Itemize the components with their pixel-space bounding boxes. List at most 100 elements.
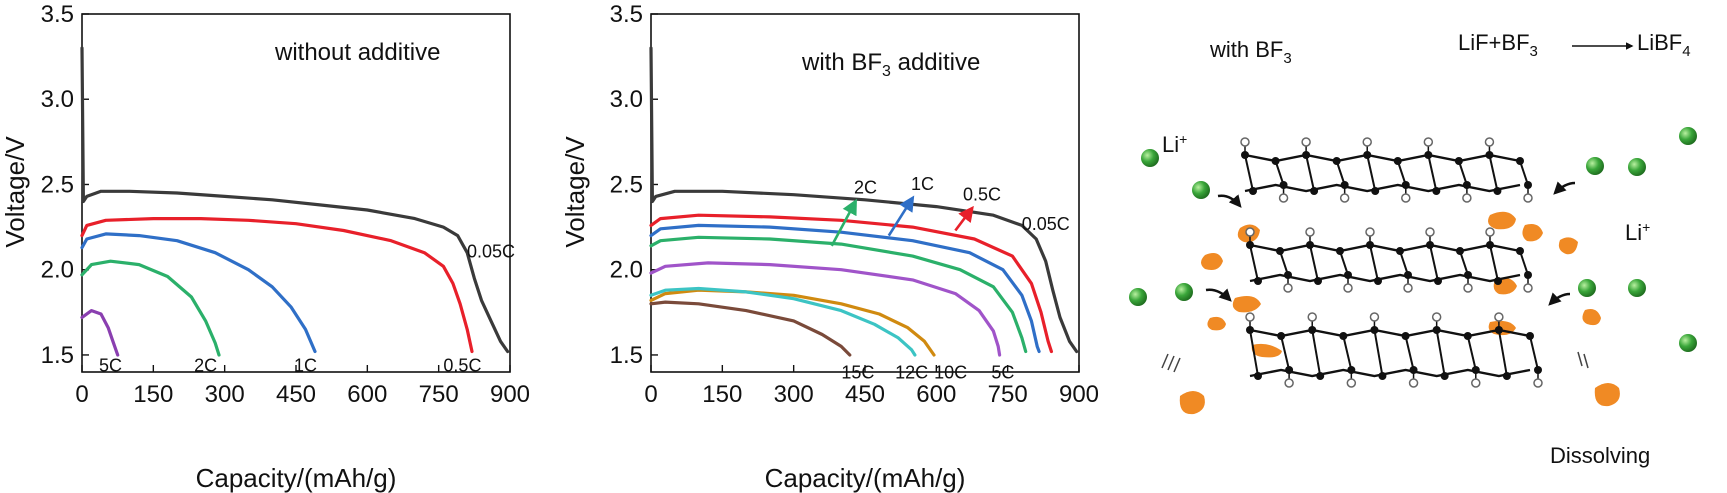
- fragment: [1522, 224, 1543, 242]
- trend-arrow-label-1C: 1C: [911, 174, 934, 194]
- y-tick-label: 2.5: [41, 171, 74, 198]
- fragment: [1251, 343, 1282, 358]
- series-label-1C: 1C: [294, 355, 317, 375]
- series-label-15C: 15C: [841, 362, 874, 382]
- li-ion: [1586, 157, 1604, 175]
- trend-arrows: 2C 1C 0.5C: [830, 174, 1001, 247]
- y-axis-label: Voltage/V: [560, 136, 590, 248]
- x-tick-label: 300: [205, 381, 245, 408]
- series-labels: 0.05C 5C 10C 12C 15C: [841, 214, 1069, 382]
- dissolved-fragments: [1179, 211, 1620, 415]
- li-ion: [1578, 279, 1596, 297]
- series-line-5C: [80, 309, 120, 357]
- electrode-layer: [1240, 137, 1533, 203]
- fragment: [1179, 391, 1205, 415]
- x-tick-label: 450: [845, 381, 885, 408]
- x-axis: 0 150 300 450 600 750 900: [75, 365, 530, 408]
- trend-arrow-2C: [830, 198, 857, 247]
- x-tick-label: 900: [1059, 381, 1099, 408]
- series-line-0.05C: [80, 46, 510, 354]
- series-line-1C: [80, 232, 317, 354]
- x-tick-label: 600: [916, 381, 956, 408]
- lithium-ion-arrows: [1205, 181, 1576, 306]
- fragment: [1207, 316, 1226, 331]
- reaction-equation: LiF+BF3: [1458, 30, 1538, 60]
- series-group: [80, 46, 510, 357]
- li-ion-label-right: Li+: [1625, 219, 1650, 245]
- series-line-10C: [649, 288, 936, 357]
- y-tick-label: 3.0: [610, 86, 643, 113]
- series-line-2C: [80, 259, 221, 357]
- x-tick-label: 600: [347, 381, 387, 408]
- x-tick-label: 750: [988, 381, 1028, 408]
- x-tick-label: 450: [276, 381, 316, 408]
- y-axis-label: Voltage/V: [0, 136, 30, 248]
- series-label-5C: 5C: [991, 362, 1014, 382]
- dissolving-motion-marks: [1161, 351, 1589, 373]
- li-ion: [1628, 279, 1646, 297]
- x-axis-label: Capacity/(mAh/g): [196, 463, 397, 493]
- dissolving-label: Dissolving: [1550, 443, 1650, 468]
- series-label-0.05C: 0.05C: [1022, 214, 1070, 234]
- y-axis: 1.5 2.0 2.5 3.0 3.5: [41, 1, 89, 369]
- fragment: [1594, 383, 1620, 407]
- trend-arrow-0.5C: [954, 205, 974, 232]
- x-tick-label: 150: [133, 381, 173, 408]
- series-label-12C: 12C: [895, 362, 928, 382]
- x-tick-label: 0: [75, 381, 88, 408]
- li-ion: [1129, 288, 1147, 306]
- trend-arrow-1C: [887, 195, 915, 237]
- x-tick-label: 300: [774, 381, 814, 408]
- insertion-arrow: [1548, 292, 1571, 306]
- li-ion: [1192, 181, 1210, 199]
- fragment: [1488, 211, 1516, 230]
- x-tick-label: 900: [490, 381, 530, 408]
- trend-arrow-label-0.5C: 0.5C: [963, 184, 1001, 204]
- chart-without-additive: 1.5 2.0 2.5 3.0 3.5 0 150 300 450 600 750 900 0.05…: [0, 1, 530, 493]
- series-labels: 0.05C 0.5C 1C 2C 5C: [99, 241, 515, 375]
- li-ions: [1129, 127, 1697, 352]
- y-tick-label: 2.0: [610, 257, 643, 284]
- chart-with-bf3-additive: 1.5 2.0 2.5 3.0 3.5 0 150 300 450 600 750 900 2C 1C…: [560, 1, 1099, 493]
- li-ion: [1679, 334, 1697, 352]
- insertion-arrow: [1553, 181, 1576, 195]
- electrode-layer: [1245, 227, 1533, 293]
- series-group: [649, 46, 1079, 357]
- x-axis-label: Capacity/(mAh/g): [765, 463, 966, 493]
- trend-arrow-label-2C: 2C: [854, 178, 877, 198]
- y-tick-label: 1.5: [41, 342, 74, 369]
- y-tick-label: 2.5: [610, 171, 643, 198]
- series-line-0.5C: [649, 213, 1053, 354]
- bf3-mechanism-schematic: with BF3 LiF+BF3 LiBF4 Li+ Li+ Dissolvin…: [1129, 30, 1697, 468]
- series-line-2C: [649, 235, 1028, 354]
- x-tick-label: 150: [702, 381, 742, 408]
- series-label-2C: 2C: [194, 355, 217, 375]
- fragment: [1201, 253, 1223, 270]
- y-tick-label: 2.0: [41, 257, 74, 284]
- series-label-10C: 10C: [934, 362, 967, 382]
- y-tick-label: 3.0: [41, 86, 74, 113]
- with-bf3-label: with BF3: [1209, 37, 1292, 67]
- x-axis: 0 150 300 450 600 750 900: [644, 365, 1099, 408]
- panel-annotation: without additive: [274, 39, 440, 66]
- insertion-arrow: [1217, 194, 1242, 208]
- reaction-product: LiBF4: [1637, 30, 1691, 60]
- panel-annotation: with BF3 additive: [801, 49, 980, 80]
- li-ion-label-left: Li+: [1162, 131, 1187, 157]
- fragment: [1558, 237, 1578, 255]
- electrode-layers: [1240, 137, 1543, 388]
- series-label-0.05C: 0.05C: [467, 241, 515, 261]
- fragment: [1582, 309, 1601, 326]
- fragment: [1232, 296, 1261, 313]
- series-line-0.5C: [80, 217, 474, 354]
- y-axis: 1.5 2.0 2.5 3.0 3.5: [610, 1, 658, 369]
- series-line-5C: [649, 261, 1002, 357]
- insertion-arrow: [1205, 288, 1232, 302]
- li-ion: [1175, 283, 1193, 301]
- li-ion: [1679, 127, 1697, 145]
- y-tick-label: 1.5: [610, 342, 643, 369]
- li-ion: [1141, 149, 1159, 167]
- li-ion: [1628, 158, 1646, 176]
- y-tick-label: 3.5: [610, 1, 643, 28]
